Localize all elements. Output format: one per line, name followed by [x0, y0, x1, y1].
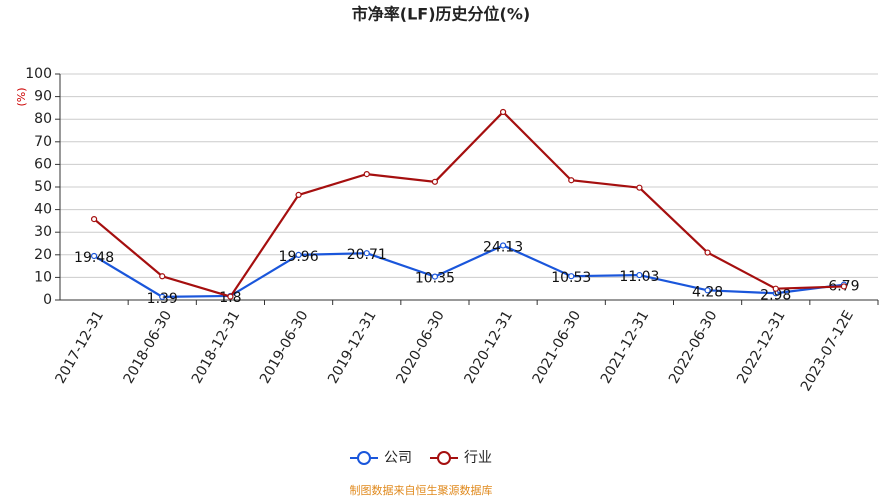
chart-title: 市净率(LF)历史分位(%) — [352, 5, 530, 24]
value-label: 2.98 — [760, 287, 791, 303]
point — [363, 250, 370, 257]
x-tick-label: 2020-12-31 — [461, 308, 516, 386]
value-label: 10.53 — [551, 270, 591, 286]
y-tick-label: 50 — [34, 179, 52, 195]
value-label: 10.35 — [415, 271, 455, 287]
value-label: 11.03 — [619, 269, 659, 285]
y-axis-label: (%) — [15, 87, 28, 106]
point — [568, 273, 575, 280]
y-tick-label: 30 — [34, 224, 52, 240]
point — [636, 271, 643, 279]
y-tick-label: 70 — [34, 134, 52, 150]
y-tick-label: 100 — [25, 66, 52, 82]
point — [636, 184, 643, 191]
point — [772, 285, 779, 292]
value-label: 19.48 — [74, 250, 114, 266]
legend-label: 行业 — [464, 450, 492, 466]
y-tick-label: 10 — [34, 269, 52, 285]
point — [295, 191, 302, 199]
point — [159, 273, 166, 280]
point — [295, 251, 302, 258]
y-tick-label: 80 — [34, 111, 52, 127]
x-tick-label: 2019-06-30 — [257, 308, 312, 386]
value-label: 20.71 — [347, 247, 387, 263]
y-tick-label: 90 — [34, 89, 52, 105]
point — [431, 178, 439, 185]
point — [499, 108, 507, 116]
y-tick-label: 40 — [34, 202, 52, 218]
y-tick-label: 20 — [34, 247, 52, 263]
value-label: 4.28 — [692, 284, 723, 300]
x-tick-label: 2018-06-30 — [121, 308, 176, 386]
point — [227, 293, 234, 300]
value-label: 24.13 — [483, 239, 523, 255]
x-tick-label: 2022-12-31 — [734, 308, 789, 386]
legend-marker — [357, 451, 371, 465]
source-note: 制图数据来自恒生聚源数据库 — [350, 483, 493, 497]
x-tick-label: 2023-07-12E — [798, 308, 857, 394]
legend-label: 公司 — [384, 450, 412, 466]
point — [704, 249, 711, 256]
x-tick-label: 2020-06-30 — [393, 308, 448, 386]
y-tick-label: 60 — [34, 156, 52, 172]
value-label: 1.39 — [147, 291, 178, 307]
x-tick-label: 2017-12-31 — [52, 308, 107, 386]
series-line — [93, 244, 845, 298]
x-tick-label: 2022-06-30 — [666, 308, 721, 386]
point — [363, 171, 370, 178]
x-tick-label: 2021-06-30 — [530, 308, 585, 386]
point — [90, 252, 98, 260]
x-tick-label: 2018-12-31 — [189, 308, 244, 386]
legend-marker — [437, 451, 451, 465]
x-tick-label: 2021-12-31 — [598, 308, 653, 386]
point — [568, 177, 575, 184]
x-tick-label: 2019-12-31 — [325, 308, 380, 386]
point — [159, 293, 166, 300]
point — [704, 287, 711, 294]
series-line — [93, 110, 844, 298]
point — [499, 242, 507, 249]
point — [840, 283, 848, 290]
point — [90, 215, 98, 223]
value-label: 19.96 — [279, 249, 319, 265]
y-tick-label: 0 — [43, 292, 52, 308]
point — [431, 273, 439, 280]
